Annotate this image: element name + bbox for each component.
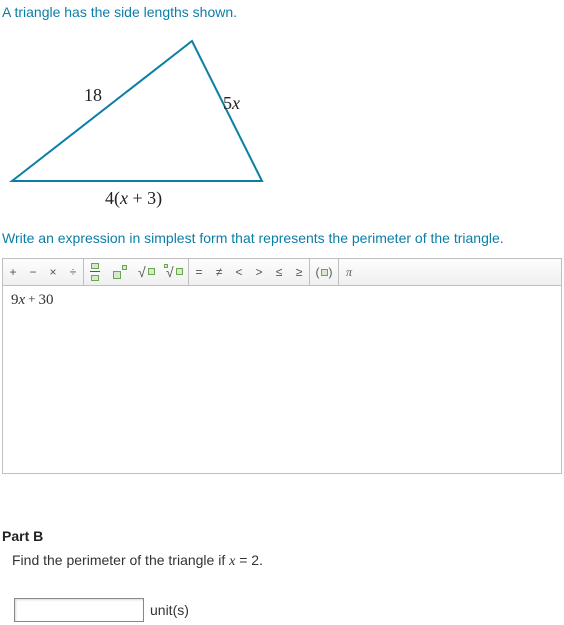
expr-coef: 9: [11, 292, 19, 309]
toolbar-arith-group: + − × ÷: [3, 259, 84, 285]
btn-ge[interactable]: ≥: [289, 259, 309, 285]
entered-expression: 9x+30: [11, 292, 54, 309]
triangle-figure: 18 5x 4(x + 3): [2, 31, 562, 214]
btn-lt[interactable]: <: [229, 259, 249, 285]
btn-minus[interactable]: −: [23, 259, 43, 285]
btn-times[interactable]: ×: [43, 259, 63, 285]
btn-eq[interactable]: =: [189, 259, 209, 285]
perimeter-input[interactable]: [14, 598, 144, 622]
part-b-suffix: = 2.: [235, 552, 263, 568]
btn-abs[interactable]: (): [310, 259, 338, 285]
expr-const: 30: [39, 292, 54, 309]
btn-le[interactable]: ≤: [269, 259, 289, 285]
btn-gt[interactable]: >: [249, 259, 269, 285]
part-a-intro: A triangle has the side lengths shown.: [2, 2, 562, 23]
part-b-answer-row: unit(s): [14, 598, 562, 622]
side-right-label: 5x: [223, 93, 240, 113]
toolbar-rel-group: = ≠ < > ≤ ≥: [189, 259, 310, 285]
equation-toolbar: + − × ÷ √ √ = ≠ < > ≤: [2, 258, 562, 286]
fraction-icon: [91, 263, 101, 281]
part-b-prefix: Find the perimeter of the triangle if: [12, 552, 229, 568]
btn-sqrt[interactable]: √: [132, 259, 160, 285]
expr-plus: +: [28, 291, 35, 307]
expression-input-area[interactable]: 9x+30: [2, 286, 562, 474]
btn-exponent[interactable]: [108, 259, 132, 285]
part-b-heading: Part B: [2, 528, 562, 544]
toolbar-pi-group: π: [339, 259, 359, 285]
abs-icon: (): [316, 265, 333, 279]
triangle-svg: 18 5x 4(x + 3): [2, 31, 272, 211]
toolbar-struct-group: √ √: [84, 259, 189, 285]
sqrt-icon: √: [136, 265, 156, 279]
expr-var: x: [19, 292, 26, 309]
side-bottom-label: 4(x + 3): [105, 188, 162, 209]
btn-divide[interactable]: ÷: [63, 259, 83, 285]
exponent-icon: [113, 265, 127, 279]
btn-plus[interactable]: +: [3, 259, 23, 285]
btn-nth-root[interactable]: √: [160, 259, 188, 285]
toolbar-abs-group: (): [310, 259, 339, 285]
units-label: unit(s): [150, 602, 189, 618]
part-a-prompt: Write an expression in simplest form tha…: [2, 230, 562, 246]
part-b-prompt: Find the perimeter of the triangle if x …: [12, 552, 562, 570]
nth-root-icon: √: [164, 265, 184, 279]
btn-fraction[interactable]: [84, 259, 108, 285]
side-left-label: 18: [84, 85, 102, 105]
btn-neq[interactable]: ≠: [209, 259, 229, 285]
btn-pi[interactable]: π: [339, 259, 359, 285]
